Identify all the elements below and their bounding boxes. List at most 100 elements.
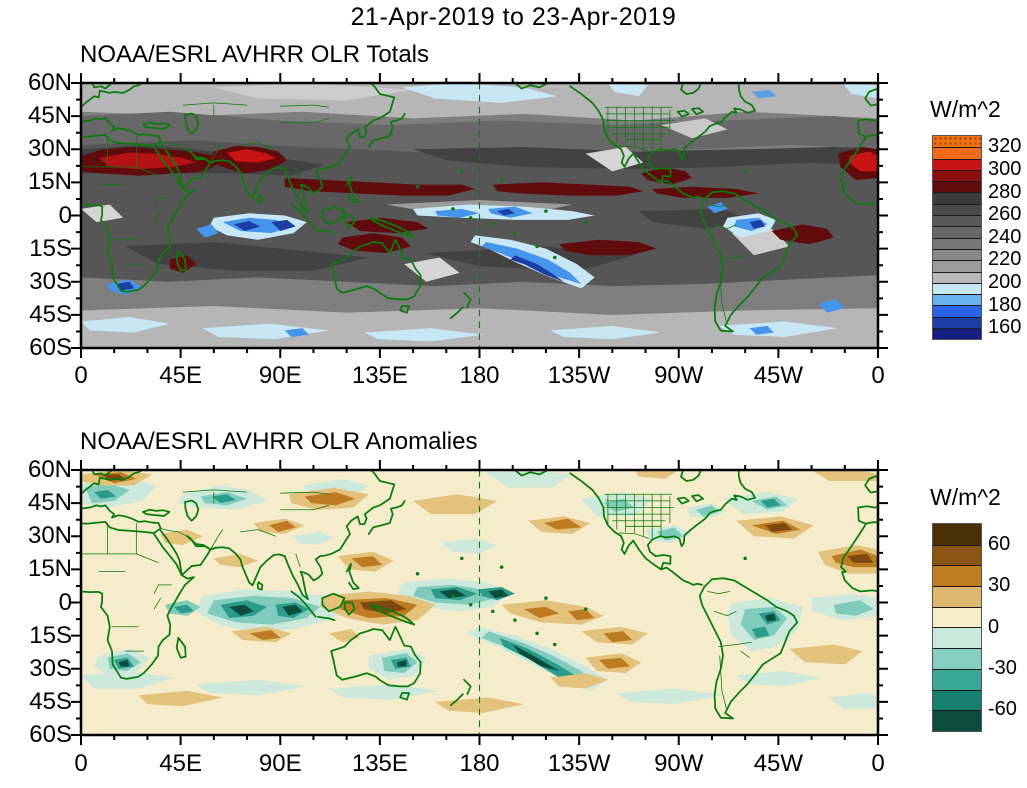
lon-tick-label: 45W xyxy=(753,362,804,389)
lon-tick-label: 90W xyxy=(654,750,704,777)
lon-tick-label: 45W xyxy=(753,750,804,777)
colorbar-band xyxy=(933,260,981,272)
country-borders-layer xyxy=(81,489,752,709)
colorbar-band xyxy=(933,169,981,182)
lon-tick-label: 0 xyxy=(74,750,88,777)
lon-tick-label: 135E xyxy=(351,750,408,777)
axis-ticks xyxy=(71,73,888,358)
colorbar-tick-label: 180 xyxy=(988,293,1022,316)
lat-tick-label: 60N xyxy=(27,69,72,96)
colorbar-band xyxy=(933,226,981,238)
lon-tick-label: 180 xyxy=(459,362,500,389)
colorbar-band xyxy=(933,316,981,329)
colorbar-band xyxy=(933,689,981,711)
lat-tick-label: 30S xyxy=(29,267,72,295)
lat-tick-label: 30N xyxy=(27,522,72,550)
anomalies-colorbar xyxy=(932,523,982,732)
lat-tick-label: 60S xyxy=(29,334,72,361)
colorbar-band xyxy=(933,627,981,649)
lon-tick-label: 180 xyxy=(459,750,500,777)
lon-tick-label: 90E xyxy=(258,362,302,389)
country-borders-layer xyxy=(81,102,752,322)
map-field xyxy=(81,470,878,735)
colorbar-tick-label: -30 xyxy=(988,656,1017,679)
colorbar-tick-label: 280 xyxy=(988,180,1022,203)
lat-tick-label: 30S xyxy=(29,654,72,682)
colorbar-band xyxy=(933,544,981,566)
colorbar-band xyxy=(933,215,981,227)
totals-colorbar xyxy=(932,135,982,341)
colorbar-band xyxy=(933,158,981,170)
lon-tick-label: 135W xyxy=(547,362,611,389)
colorbar-band xyxy=(933,648,981,669)
colorbar-band xyxy=(933,565,981,587)
totals-colorbar-units: W/m^2 xyxy=(930,96,1001,122)
lat-tick-label: 15S xyxy=(29,621,72,649)
colorbar-band xyxy=(933,136,981,148)
lat-tick-label: 45S xyxy=(29,687,72,715)
lon-tick-label: 45E xyxy=(159,750,202,777)
lat-tick-label: 30N xyxy=(27,135,72,163)
totals-map xyxy=(71,73,888,358)
figure-date-title: 21-Apr-2019 to 23-Apr-2019 xyxy=(350,3,677,31)
anomalies-colorbar-units: W/m^2 xyxy=(930,484,1001,510)
colorbar-tick-label: 260 xyxy=(988,203,1022,226)
islands-layer xyxy=(415,169,747,260)
colorbar-band xyxy=(933,328,981,340)
anomalies-map xyxy=(71,460,888,745)
colorbar-tick-label: 240 xyxy=(988,225,1022,248)
lon-tick-label: 90W xyxy=(654,362,704,389)
lon-tick-label: 90E xyxy=(258,750,302,777)
lat-tick-label: 15N xyxy=(27,555,72,583)
map-frame xyxy=(79,468,880,737)
colorbar-tick-label: 60 xyxy=(988,532,1011,555)
anomalies-panel-title: NOAA/ESRL AVHRR OLR Anomalies xyxy=(80,428,478,455)
colorbar-band xyxy=(933,192,981,204)
map-field xyxy=(81,83,878,348)
lon-tick-label: 135E xyxy=(351,362,408,389)
colorbar-band xyxy=(933,237,981,249)
colorbar-band xyxy=(933,524,981,545)
lat-tick-label: 45N xyxy=(27,489,72,517)
axis-ticks xyxy=(71,460,888,745)
colorbar-band xyxy=(933,248,981,261)
coastlines-layer xyxy=(81,470,878,720)
lat-tick-label: 15S xyxy=(29,234,72,262)
lat-tick-label: 45S xyxy=(29,300,72,328)
lon-tick-label: 0 xyxy=(871,362,885,389)
colorbar-tick-label: 200 xyxy=(988,270,1022,293)
lon-tick-label: 0 xyxy=(871,750,885,777)
colorbar-band xyxy=(933,181,981,193)
colorbar-tick-label: -60 xyxy=(988,698,1017,721)
lat-tick-label: 60N xyxy=(27,456,72,483)
islands-layer xyxy=(415,556,747,647)
colorbar-band xyxy=(933,147,981,159)
colorbar-band xyxy=(933,710,981,731)
map-frame xyxy=(79,81,880,350)
lat-tick-label: 15N xyxy=(27,168,72,196)
colorbar-band xyxy=(933,305,981,317)
colorbar-tick-label: 320 xyxy=(988,135,1022,158)
lat-tick-label: 45N xyxy=(27,102,72,130)
colorbar-tick-label: 300 xyxy=(988,157,1022,180)
colorbar-tick-label: 220 xyxy=(988,248,1022,271)
lon-tick-label: 45E xyxy=(159,362,202,389)
map-svg xyxy=(71,460,888,745)
colorbar-band xyxy=(933,271,981,283)
lat-tick-label: 0 xyxy=(58,588,72,616)
lat-tick-label: 0 xyxy=(58,201,72,229)
colorbar-band xyxy=(933,668,981,690)
totals-panel-title: NOAA/ESRL AVHRR OLR Totals xyxy=(80,41,430,68)
colorbar-band xyxy=(933,586,981,607)
coastlines-layer xyxy=(81,83,878,333)
colorbar-band xyxy=(933,606,981,628)
lon-tick-label: 0 xyxy=(74,362,88,389)
lat-tick-label: 60S xyxy=(29,721,72,748)
colorbar-tick-label: 0 xyxy=(988,615,1000,638)
map-svg xyxy=(71,73,888,358)
lon-tick-label: 135W xyxy=(547,750,611,777)
colorbar-band xyxy=(933,294,981,306)
colorbar-band xyxy=(933,203,981,216)
colorbar-tick-label: 160 xyxy=(988,316,1022,339)
